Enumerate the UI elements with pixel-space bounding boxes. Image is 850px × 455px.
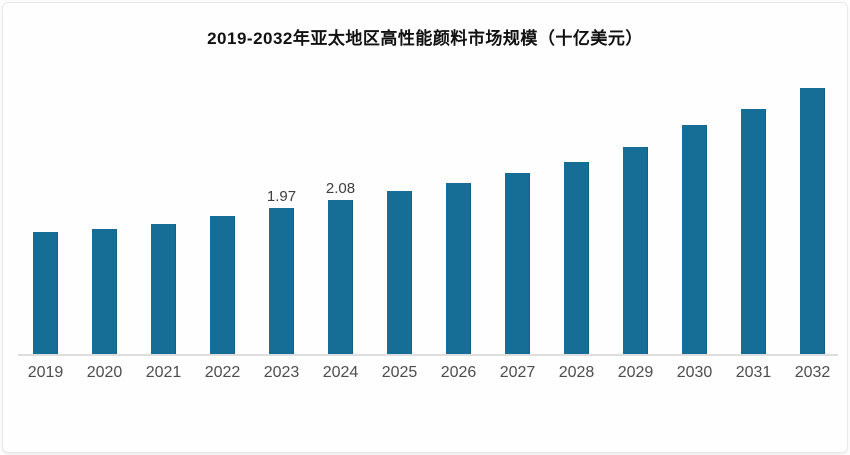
x-tick-2031: 2031	[735, 364, 772, 381]
x-tick-2022: 2022	[204, 364, 241, 381]
x-tick-2030: 2030	[676, 364, 713, 381]
bar-cell-2022	[193, 216, 252, 354]
x-tick-2021: 2021	[145, 364, 182, 381]
bar-cell-2019	[16, 231, 75, 354]
bar-2026	[446, 183, 471, 354]
x-axis-labels: 2019 2020 2021 2022 2023 2024 2025 2026 2027 2028…	[16, 362, 842, 384]
plot-area: 1.97 2.08	[16, 58, 842, 356]
bar-cell-2021	[134, 223, 193, 354]
bar-2024	[328, 200, 353, 354]
x-tick-2028: 2028	[558, 364, 595, 381]
x-tick-2023: 2023	[263, 364, 300, 381]
x-tick-2026: 2026	[440, 364, 477, 381]
bar-2021	[151, 223, 176, 354]
x-tick-2024: 2024	[322, 364, 359, 381]
bar-2031	[741, 109, 766, 354]
chart-title: 2019-2032年亚太地区高性能颜料市场规模（十亿美元）	[207, 29, 643, 48]
bar-2019	[33, 231, 58, 354]
bar-2032	[800, 88, 825, 354]
bar-cell-2026	[429, 183, 488, 354]
bar-2030	[682, 124, 707, 354]
bar-cell-2032	[783, 88, 842, 354]
x-tick-2027: 2027	[499, 364, 536, 381]
bar-cell-2030	[665, 124, 724, 354]
bar-cell-2031	[724, 109, 783, 354]
x-tick-2032: 2032	[794, 364, 831, 381]
bar-2025	[387, 191, 412, 354]
data-label-2023: 1.97	[266, 188, 297, 206]
bar-cell-2024: 2.08	[311, 180, 370, 354]
bar-2028	[564, 161, 589, 354]
bar-cell-2023: 1.97	[252, 188, 311, 354]
x-tick-2020: 2020	[86, 364, 123, 381]
bars-row: 1.97 2.08	[16, 58, 842, 354]
bar-2020	[92, 228, 117, 354]
x-tick-2029: 2029	[617, 364, 654, 381]
x-tick-2025: 2025	[381, 364, 418, 381]
bar-cell-2027	[488, 172, 547, 354]
bar-2027	[505, 172, 530, 354]
bar-cell-2029	[606, 146, 665, 354]
bar-cell-2020	[75, 228, 134, 354]
bar-2023	[269, 208, 294, 354]
data-label-2024: 2.08	[325, 180, 356, 198]
bar-cell-2025	[370, 191, 429, 354]
bar-2029	[623, 146, 648, 354]
bar-2022	[210, 216, 235, 354]
bar-cell-2028	[547, 161, 606, 354]
x-tick-2019: 2019	[27, 364, 64, 381]
x-axis-line	[18, 354, 838, 356]
